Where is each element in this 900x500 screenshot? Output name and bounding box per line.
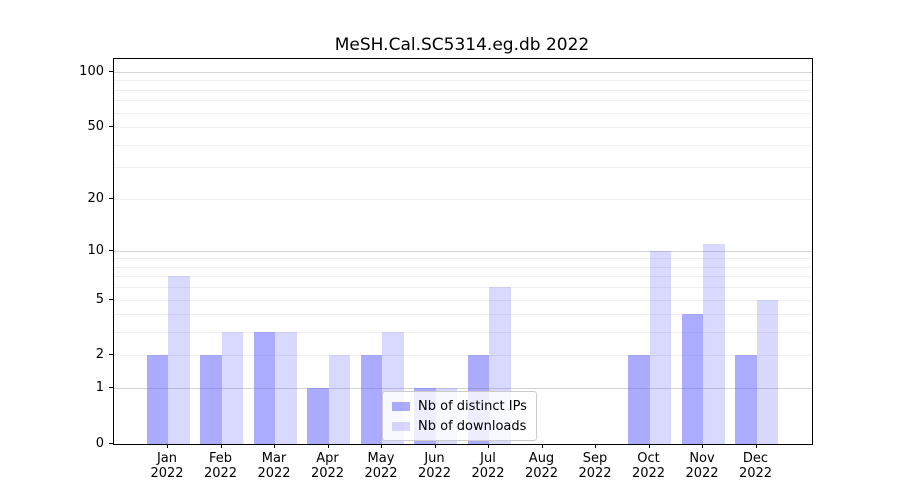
bar-downloads-feb <box>221 332 243 444</box>
x-tick-label-may: May 2022 <box>364 451 398 481</box>
chart-title: MeSH.Cal.SC5314.eg.db 2022 <box>334 35 590 55</box>
minor-gridline <box>114 100 812 102</box>
x-tick-label-aug: Aug 2022 <box>524 451 559 481</box>
legend-swatch-distinct-ips-icon <box>392 401 410 411</box>
major-gridline <box>114 388 812 390</box>
bar-distinct-ips-nov <box>681 314 703 444</box>
y-tick-mark <box>109 70 113 72</box>
x-tick-mark <box>755 444 757 448</box>
bar-downloads-nov <box>703 243 725 444</box>
legend-swatch-downloads-icon <box>392 421 410 431</box>
bar-downloads-dec <box>756 299 778 444</box>
bar-distinct-ips-dec <box>735 355 757 444</box>
x-tick-mark <box>381 444 382 448</box>
x-tick-mark <box>488 444 489 448</box>
x-tick-mark <box>702 444 703 448</box>
y-tick-label: 20 <box>87 190 104 206</box>
x-tick-label-feb: Feb 2022 <box>203 451 238 481</box>
bar-distinct-ips-jan <box>146 355 168 444</box>
x-tick-mark <box>648 444 650 448</box>
bar-downloads-apr <box>328 355 350 444</box>
y-tick-mark <box>109 387 113 389</box>
minor-gridline <box>114 127 812 129</box>
bar-downloads-jan <box>168 276 190 444</box>
minor-gridline <box>114 299 812 301</box>
x-tick-label-apr: Apr 2022 <box>310 451 345 481</box>
legend-entry-downloads: Nb of downloads <box>392 416 527 436</box>
y-tick-label: 100 <box>79 63 104 79</box>
x-tick-label-oct: Oct 2022 <box>631 451 666 481</box>
y-tick-label: 50 <box>87 119 104 135</box>
legend-label-distinct-ips: Nb of distinct IPs <box>418 398 527 414</box>
x-tick-mark <box>595 444 596 448</box>
minor-gridline <box>114 314 812 316</box>
y-tick-mark <box>109 197 113 199</box>
minor-gridline <box>114 80 812 82</box>
minor-gridline <box>114 89 812 91</box>
y-tick-label: 0 <box>95 436 104 451</box>
x-tick-label-jan: Jan 2022 <box>150 451 184 481</box>
x-tick-mark <box>167 444 168 448</box>
minor-gridline <box>114 332 812 334</box>
major-gridline <box>114 250 812 252</box>
x-tick-label-sep: Sep 2022 <box>578 451 612 481</box>
x-tick-mark <box>220 444 222 448</box>
minor-gridline <box>114 144 812 146</box>
x-tick-label-jul: Jul 2022 <box>471 451 505 481</box>
minor-gridline <box>114 276 812 278</box>
x-tick-label-dec: Dec 2022 <box>738 451 773 481</box>
bar-distinct-ips-apr <box>307 388 329 444</box>
y-tick-mark <box>109 126 113 128</box>
x-tick-mark <box>434 444 436 448</box>
minor-gridline <box>114 167 812 169</box>
major-gridline <box>114 71 812 73</box>
legend-entry-distinct-ips: Nb of distinct IPs <box>392 396 527 416</box>
minor-gridline <box>114 355 812 357</box>
minor-gridline <box>114 112 812 114</box>
y-tick-label: 10 <box>87 242 104 258</box>
x-tick-mark <box>541 444 543 448</box>
minor-gridline <box>114 198 812 200</box>
plot-area <box>113 58 813 445</box>
y-tick-label: 5 <box>95 291 104 307</box>
minor-gridline <box>114 287 812 289</box>
x-tick-label-jun: Jun 2022 <box>417 451 452 481</box>
y-tick-mark <box>109 249 113 251</box>
x-tick-label-nov: Nov 2022 <box>685 451 719 481</box>
bar-downloads-mar <box>275 332 297 444</box>
bar-distinct-ips-feb <box>200 355 222 444</box>
legend-label-downloads: Nb of downloads <box>418 418 527 434</box>
minor-gridline <box>114 258 812 260</box>
y-tick-label: 1 <box>95 380 104 396</box>
y-tick-label: 2 <box>95 347 104 363</box>
bar-distinct-ips-may <box>360 355 382 444</box>
x-tick-mark <box>274 444 275 448</box>
y-tick-mark <box>109 443 113 444</box>
y-tick-mark <box>109 354 113 356</box>
x-tick-mark <box>327 444 329 448</box>
minor-gridline <box>114 266 812 268</box>
legend: Nb of distinct IPs Nb of downloads <box>382 391 537 441</box>
y-tick-mark <box>109 298 113 300</box>
bar-distinct-ips-oct <box>628 355 650 444</box>
bar-downloads-oct <box>649 250 671 444</box>
bar-distinct-ips-mar <box>253 332 275 444</box>
x-tick-label-mar: Mar 2022 <box>257 451 291 481</box>
